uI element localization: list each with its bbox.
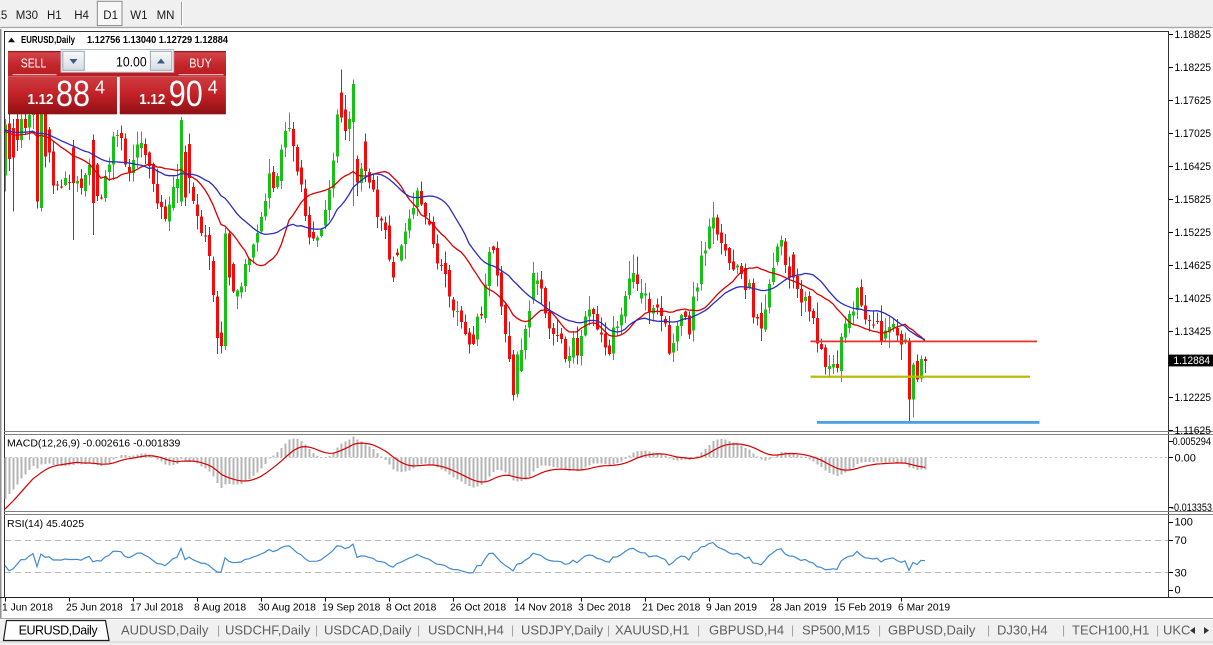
svg-text:90: 90 xyxy=(169,73,203,114)
svg-text:1.16425: 1.16425 xyxy=(1175,161,1212,173)
svg-text:BUY: BUY xyxy=(189,56,212,71)
svg-text:6 Mar 2019: 6 Mar 2019 xyxy=(898,602,950,613)
svg-text:1.12225: 1.12225 xyxy=(1175,392,1212,404)
svg-text:XAUUSD,H1: XAUUSD,H1 xyxy=(615,623,689,638)
svg-text:USDJPY,Daily: USDJPY,Daily xyxy=(521,623,604,638)
svg-text:8 Oct 2018: 8 Oct 2018 xyxy=(386,602,437,613)
svg-text:|: | xyxy=(511,623,514,637)
svg-text:DJ30,H4: DJ30,H4 xyxy=(997,623,1048,638)
svg-text:|: | xyxy=(1156,623,1159,637)
svg-text:|: | xyxy=(217,623,220,637)
svg-text:9 Jan 2019: 9 Jan 2019 xyxy=(706,602,757,613)
svg-text:|: | xyxy=(697,623,700,637)
svg-text:SP500,M15: SP500,M15 xyxy=(802,623,870,638)
svg-text:|: | xyxy=(1062,623,1065,637)
svg-text:4: 4 xyxy=(95,78,105,98)
svg-text:1.18825: 1.18825 xyxy=(1175,29,1212,41)
svg-text:88: 88 xyxy=(56,73,90,114)
svg-text:14 Nov 2018: 14 Nov 2018 xyxy=(514,602,573,613)
svg-text:|: | xyxy=(878,623,881,637)
svg-text:|: | xyxy=(315,623,318,637)
svg-text:1.14025: 1.14025 xyxy=(1175,293,1212,305)
svg-text:M30: M30 xyxy=(16,10,38,22)
svg-text:10.00: 10.00 xyxy=(116,54,147,69)
svg-text:USDCNH,H4: USDCNH,H4 xyxy=(428,623,504,638)
svg-text:|: | xyxy=(987,623,990,637)
svg-text:28 Jan 2019: 28 Jan 2019 xyxy=(770,602,827,613)
svg-text:4: 4 xyxy=(208,78,218,98)
svg-text:1.13425: 1.13425 xyxy=(1175,326,1212,338)
svg-text:19 Sep 2018: 19 Sep 2018 xyxy=(322,602,381,613)
svg-text:1.15825: 1.15825 xyxy=(1175,194,1212,206)
svg-text:0.005294: 0.005294 xyxy=(1173,436,1212,448)
svg-text:1.12756 1.13040 1.12729 1.1288: 1.12756 1.13040 1.12729 1.12884 xyxy=(87,35,228,46)
svg-text:GBPUSD,Daily: GBPUSD,Daily xyxy=(888,623,976,638)
svg-text:1.18225: 1.18225 xyxy=(1175,62,1212,74)
svg-text:15: 15 xyxy=(0,10,7,22)
svg-text:15 Feb 2019: 15 Feb 2019 xyxy=(834,602,892,613)
svg-text:1.11625: 1.11625 xyxy=(1175,425,1212,437)
svg-text:D1: D1 xyxy=(103,10,118,22)
svg-text:USDCHF,Daily: USDCHF,Daily xyxy=(225,623,311,638)
svg-text:UKC: UKC xyxy=(1163,623,1190,638)
svg-text:25 Jun 2018: 25 Jun 2018 xyxy=(66,602,123,613)
svg-text:8 Aug 2018: 8 Aug 2018 xyxy=(194,602,246,613)
svg-text:-0.013353: -0.013353 xyxy=(1171,502,1212,514)
svg-text:1.14625: 1.14625 xyxy=(1175,260,1212,272)
svg-text:MN: MN xyxy=(157,10,175,22)
svg-text:30: 30 xyxy=(1175,567,1187,579)
svg-text:70: 70 xyxy=(1175,535,1187,547)
svg-text:1.17025: 1.17025 xyxy=(1175,128,1212,140)
svg-text:1.12884: 1.12884 xyxy=(1174,355,1211,367)
svg-text:100: 100 xyxy=(1175,517,1193,529)
svg-text:MACD(12,26,9) -0.002616 -0.001: MACD(12,26,9) -0.002616 -0.001839 xyxy=(7,438,181,450)
svg-text:17 Jul 2018: 17 Jul 2018 xyxy=(130,602,184,613)
svg-text:W1: W1 xyxy=(130,10,147,22)
svg-text:|: | xyxy=(607,623,610,637)
svg-text:RSI(14) 45.4025: RSI(14) 45.4025 xyxy=(7,518,84,530)
svg-text:H1: H1 xyxy=(47,10,62,22)
svg-text:30 Aug 2018: 30 Aug 2018 xyxy=(258,602,316,613)
svg-text:1 Jun 2018: 1 Jun 2018 xyxy=(2,602,53,613)
svg-text:21 Dec 2018: 21 Dec 2018 xyxy=(642,602,701,613)
svg-text:EURUSD,Daily: EURUSD,Daily xyxy=(19,624,99,638)
svg-text:26 Oct 2018: 26 Oct 2018 xyxy=(450,602,506,613)
svg-text:3 Dec 2018: 3 Dec 2018 xyxy=(578,602,631,613)
svg-text:1.17625: 1.17625 xyxy=(1175,95,1212,107)
svg-text:USDCAD,Daily: USDCAD,Daily xyxy=(324,623,412,638)
svg-text:EURUSD,Daily: EURUSD,Daily xyxy=(21,35,75,46)
svg-text:AUDUSD,Daily: AUDUSD,Daily xyxy=(121,623,209,638)
svg-text:1.15225: 1.15225 xyxy=(1175,227,1212,239)
svg-text:0: 0 xyxy=(1175,585,1181,597)
svg-text:TECH100,H1: TECH100,H1 xyxy=(1072,623,1149,638)
svg-text:|: | xyxy=(417,623,420,637)
svg-text:1.12: 1.12 xyxy=(28,92,54,108)
svg-text:H4: H4 xyxy=(74,10,89,22)
svg-text:0.00: 0.00 xyxy=(1175,452,1196,464)
svg-text:|: | xyxy=(791,623,794,637)
svg-text:SELL: SELL xyxy=(21,56,47,71)
svg-text:1.12: 1.12 xyxy=(139,92,165,108)
svg-text:GBPUSD,H4: GBPUSD,H4 xyxy=(709,623,784,638)
